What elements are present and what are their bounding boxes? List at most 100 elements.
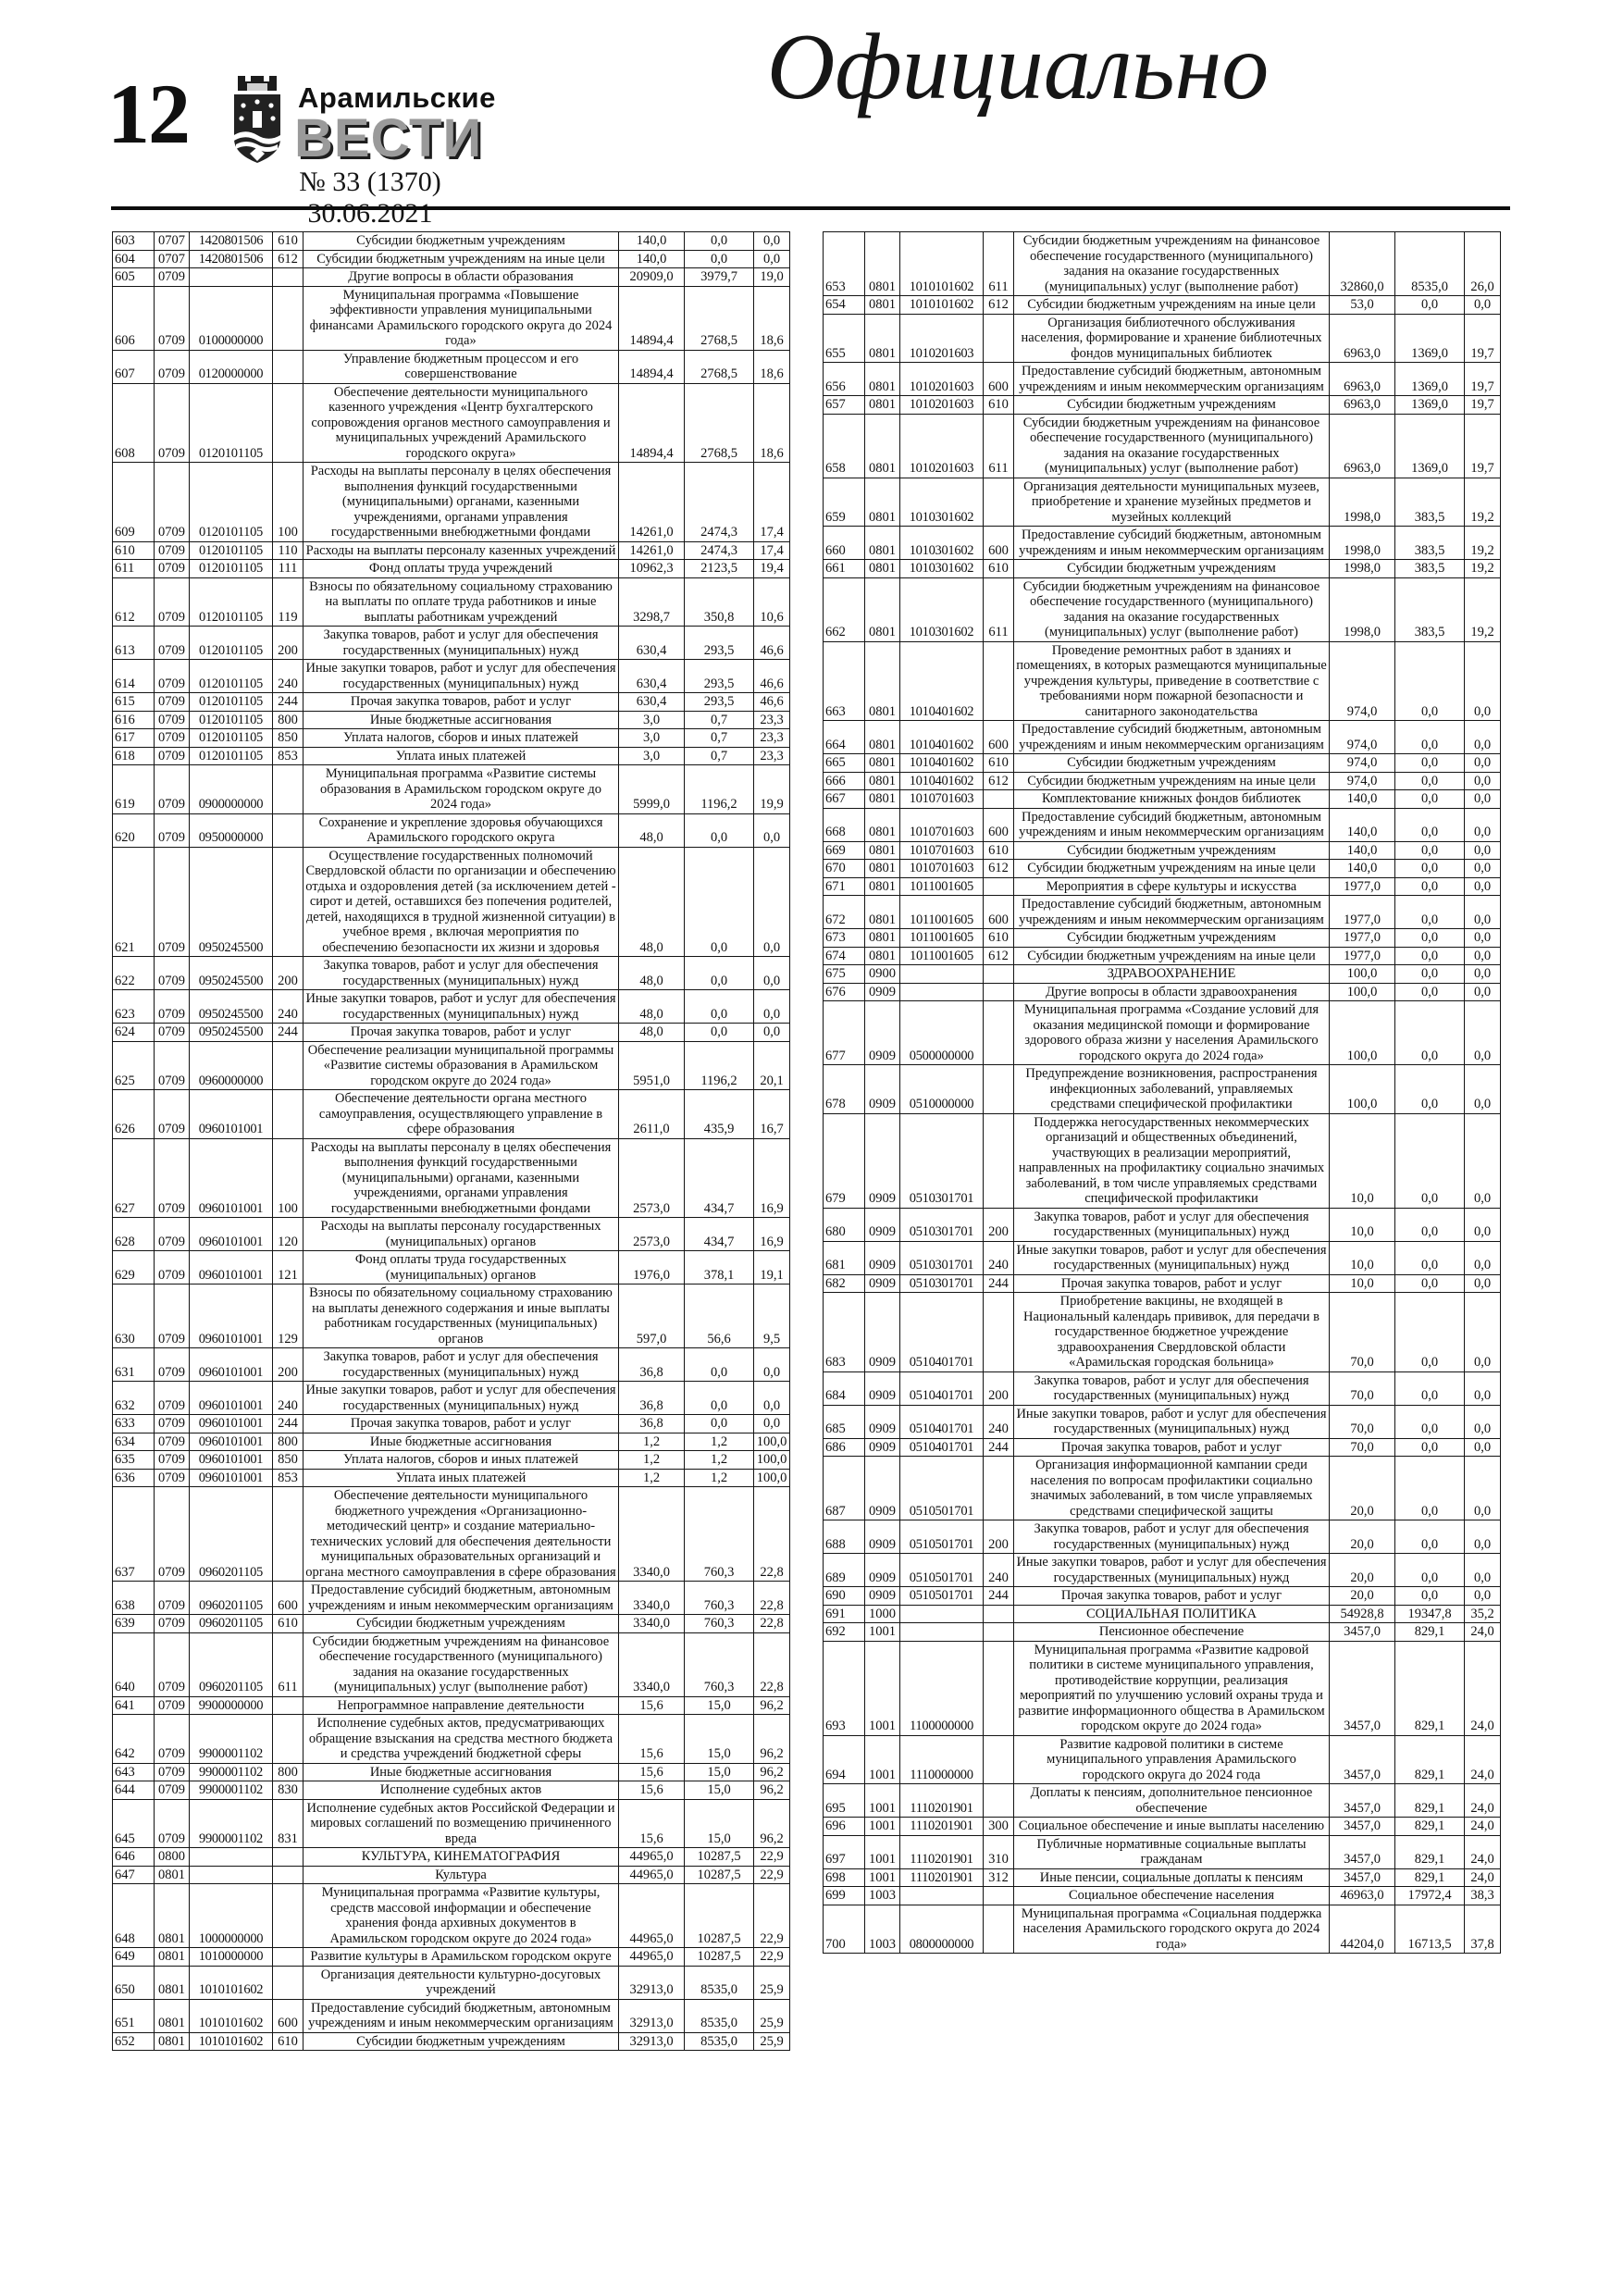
table-row: 612 0709 0120101105 119 Взносы по обязательн…	[112, 577, 790, 627]
cell-expense-type-code: 600	[983, 895, 1014, 929]
cell-plan-amount: 3457,0	[1329, 1817, 1395, 1836]
cell-line-number: 662	[823, 577, 865, 642]
cell-percent-executed: 25,9	[753, 1965, 790, 2000]
cell-executed-amount: 10287,5	[684, 1883, 754, 1948]
table-row: 673 0801 1011001605 610 Субсидии бюджетным у…	[823, 928, 1501, 948]
cell-description: Иные закупки товаров, работ и услуг для …	[303, 1381, 619, 1415]
budget-table-left: 603 0707 1420801506 610 Субсидии бюджетным у…	[112, 231, 790, 2051]
cell-percent-executed: 100,0	[753, 1432, 790, 1451]
table-row: 663 0801 1010401602 Проведение ремонтных ра…	[823, 640, 1501, 721]
cell-target-article-code: 0960101001	[189, 1414, 273, 1433]
cell-plan-amount: 1,2	[618, 1432, 685, 1451]
cell-target-article-code: 0120101105	[189, 577, 273, 627]
table-row: 670 0801 1010701603 612 Субсидии бюджетным у…	[823, 859, 1501, 878]
cell-plan-amount: 1998,0	[1329, 526, 1395, 560]
cell-target-article-code: 1420801506	[189, 249, 273, 268]
cell-section-code: 0709	[154, 1217, 190, 1251]
cell-section-code: 0709	[154, 1781, 190, 1800]
cell-target-article-code	[899, 1622, 984, 1642]
table-row: 679 0909 0510301701 Поддержка негосударстве…	[823, 1112, 1501, 1209]
cell-plan-amount: 48,0	[618, 846, 685, 957]
cell-line-number: 674	[823, 946, 865, 965]
cell-plan-amount: 44965,0	[618, 1847, 685, 1867]
table-row: 622 0709 0950245500 200 Закупка товаров, раб…	[112, 956, 790, 990]
cell-expense-type-code: 850	[272, 728, 304, 748]
cell-section-code: 0709	[154, 1284, 190, 1348]
cell-section-code: 0801	[154, 1965, 190, 2000]
cell-section-code: 0801	[864, 413, 900, 478]
cell-plan-amount: 32860,0	[1329, 231, 1395, 296]
cell-line-number: 695	[823, 1783, 865, 1818]
cell-percent-executed: 35,2	[1464, 1604, 1501, 1623]
cell-line-number: 670	[823, 859, 865, 878]
cell-line-number: 637	[112, 1486, 155, 1582]
cell-description: Иные закупки товаров, работ и услуг для …	[1013, 1240, 1330, 1275]
cell-section-code: 0801	[154, 2031, 190, 2051]
cell-expense-type-code: 120	[272, 1217, 304, 1251]
cell-description: Субсидии бюджетным учреждениям на финанс…	[1013, 413, 1330, 478]
cell-target-article-code: 0510301701	[899, 1240, 984, 1275]
cell-plan-amount: 53,0	[1329, 295, 1395, 315]
cell-expense-type-code	[983, 1640, 1014, 1736]
cell-description: Субсидии бюджетным учреждениям на иные ц…	[1013, 859, 1330, 878]
budget-table-right: 653 0801 1010101602 611 Субсидии бюджетным у…	[823, 231, 1501, 1954]
cell-line-number: 648	[112, 1883, 155, 1948]
table-row: 639 0709 0960201105 610 Субсидии бюджетным у…	[112, 1614, 790, 1633]
cell-executed-amount: 829,1	[1394, 1783, 1465, 1818]
cell-percent-executed: 19,2	[1464, 477, 1501, 527]
cell-target-article-code: 1010401602	[899, 771, 984, 790]
cell-line-number: 620	[112, 813, 155, 848]
cell-percent-executed: 22,8	[753, 1581, 790, 1615]
cell-section-code: 1001	[864, 1817, 900, 1836]
table-row: 657 0801 1010201603 610 Субсидии бюджетным у…	[823, 395, 1501, 415]
cell-plan-amount: 974,0	[1329, 771, 1395, 790]
cell-description: Прочая закупка товаров, работ и услуг	[1013, 1273, 1330, 1293]
cell-executed-amount: 0,0	[684, 1414, 754, 1433]
cell-executed-amount: 8535,0	[684, 1998, 754, 2033]
cell-percent-executed: 0,0	[1464, 876, 1501, 896]
cell-expense-type-code	[272, 1695, 304, 1715]
cell-plan-amount: 10,0	[1329, 1240, 1395, 1275]
cell-section-code: 0909	[864, 982, 900, 1001]
cell-description: Предоставление субсидий бюджетным, автон…	[303, 1998, 619, 2033]
cell-line-number: 658	[823, 413, 865, 478]
cell-executed-amount: 760,3	[684, 1581, 754, 1615]
cell-description: Иные бюджетные ассигнования	[303, 1762, 619, 1781]
cell-percent-executed: 16,9	[753, 1217, 790, 1251]
cell-expense-type-code	[983, 640, 1014, 721]
table-row: 641 0709 9900000000 Непрограммное направлен…	[112, 1695, 790, 1715]
cell-line-number: 613	[112, 626, 155, 660]
cell-section-code: 0709	[154, 1381, 190, 1415]
cell-target-article-code: 1010101602	[189, 1998, 273, 2033]
cell-percent-executed: 0,0	[1464, 1112, 1501, 1209]
cell-section-code: 1003	[864, 1886, 900, 1905]
cell-section-code: 0709	[154, 746, 190, 765]
cell-plan-amount: 20,0	[1329, 1520, 1395, 1554]
table-row: 658 0801 1010201603 611 Субсидии бюджетным у…	[823, 413, 1501, 478]
cell-executed-amount: 15,0	[684, 1714, 754, 1764]
cell-line-number: 653	[823, 231, 865, 296]
cell-line-number: 626	[112, 1089, 155, 1139]
table-row: 690 0909 0510501701 244 Прочая закупка товар…	[823, 1586, 1501, 1606]
cell-section-code: 0909	[864, 1207, 900, 1242]
cell-expense-type-code	[983, 1456, 1014, 1520]
cell-percent-executed: 24,0	[1464, 1734, 1501, 1784]
cell-target-article-code: 0510501701	[899, 1586, 984, 1606]
cell-percent-executed: 24,0	[1464, 1640, 1501, 1736]
cell-target-article-code	[899, 964, 984, 984]
cell-line-number: 646	[112, 1847, 155, 1867]
cell-line-number: 635	[112, 1450, 155, 1470]
cell-percent-executed: 0,0	[1464, 982, 1501, 1001]
cell-description: Субсидии бюджетным учреждениям на финанс…	[303, 1632, 619, 1697]
cell-description: Поддержка негосударственных некоммерческ…	[1013, 1112, 1330, 1209]
cell-percent-executed: 0,0	[1464, 1404, 1501, 1439]
cell-plan-amount: 20,0	[1329, 1586, 1395, 1606]
cell-percent-executed: 19,2	[1464, 526, 1501, 560]
cell-description: Иные закупки товаров, работ и услуг для …	[1013, 1404, 1330, 1439]
cell-percent-executed: 0,0	[1464, 1240, 1501, 1275]
cell-description: Иные бюджетные ассигнования	[303, 710, 619, 729]
table-row: 688 0909 0510501701 200 Закупка товаров, раб…	[823, 1520, 1501, 1554]
cell-line-number: 661	[823, 559, 865, 578]
cell-executed-amount: 350,8	[684, 577, 754, 627]
cell-description: Уплата налогов, сборов и иных платежей	[303, 728, 619, 748]
